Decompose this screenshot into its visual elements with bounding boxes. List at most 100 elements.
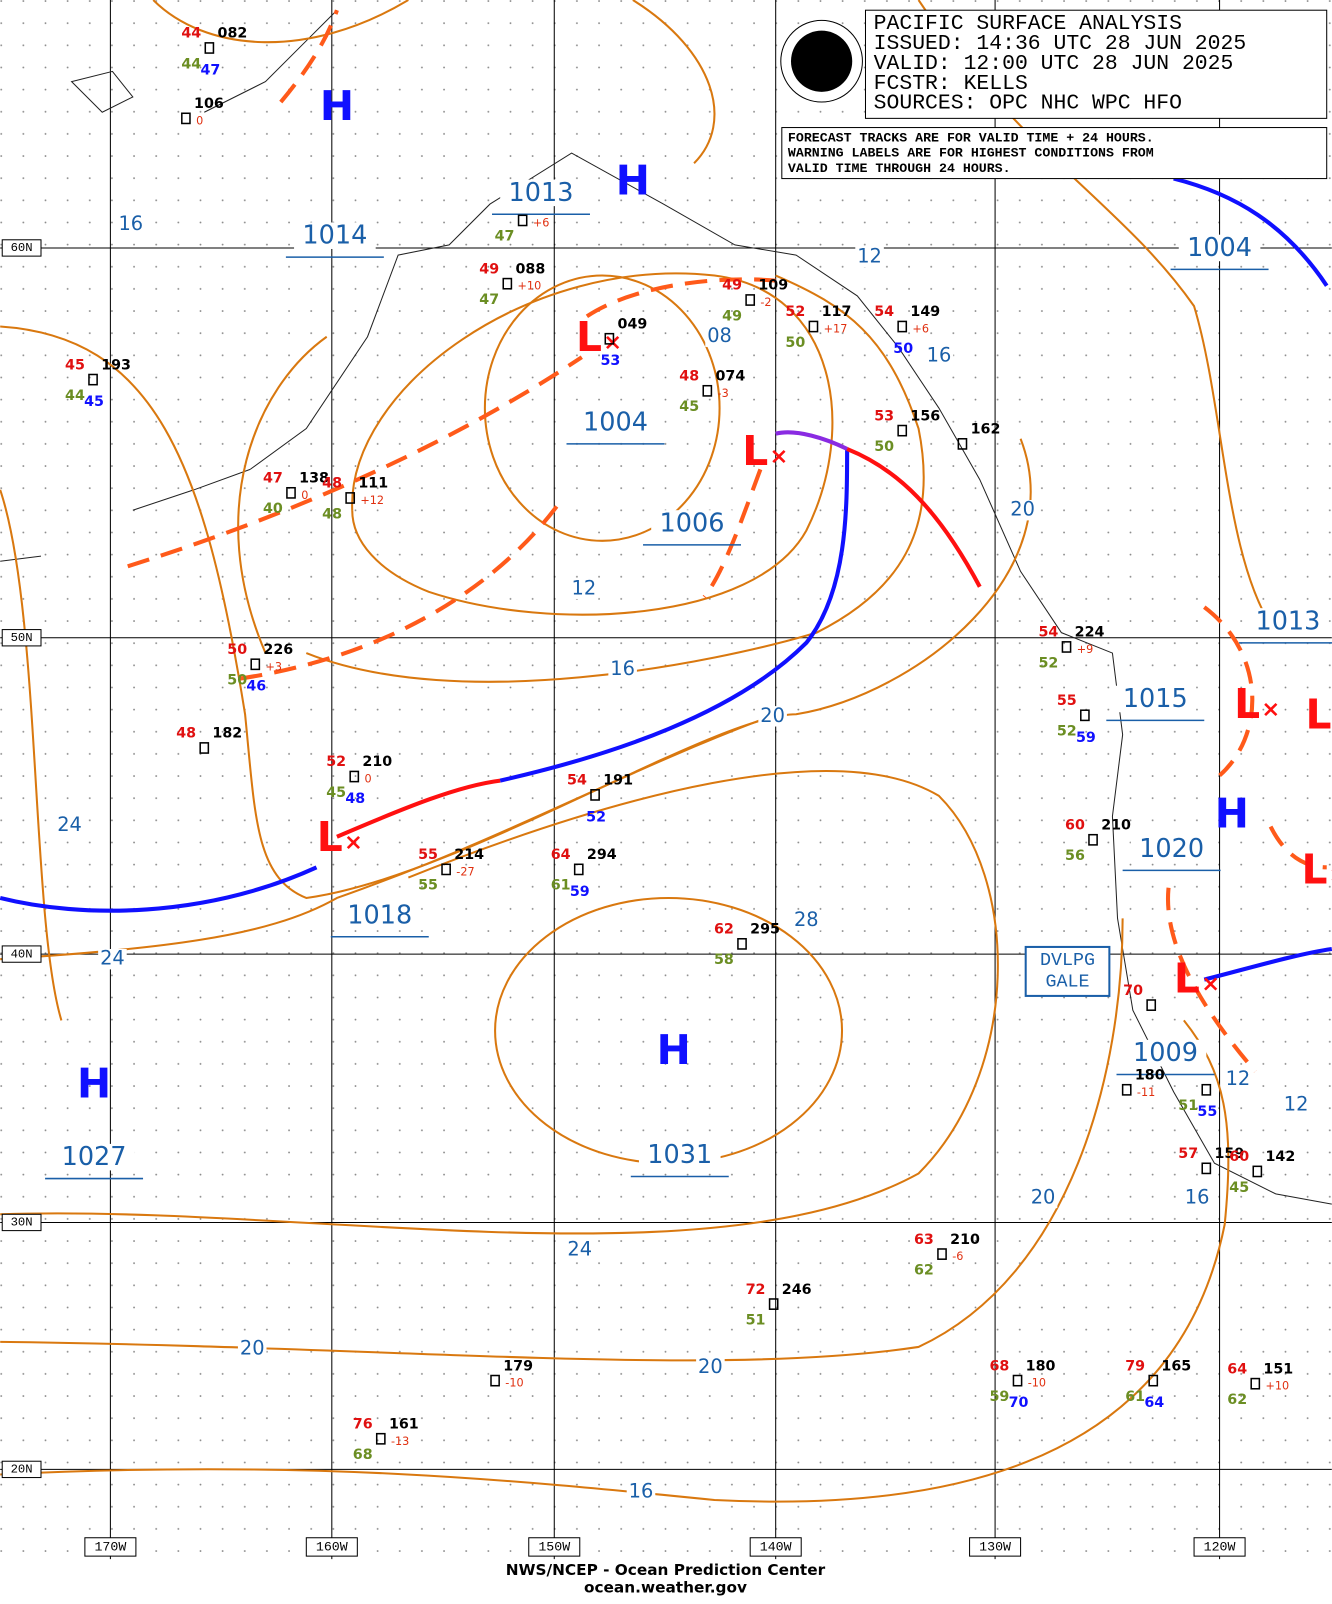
header-line: VALID: 12:00 UTC 28 JUN 2025 (874, 52, 1234, 76)
station-pressure: 179 (503, 1358, 533, 1374)
note-box (781, 127, 1328, 180)
station-dew: 68 (353, 1447, 373, 1463)
station-marker (897, 320, 908, 333)
isobar-label: 16 (1185, 1185, 1210, 1208)
station-marker (250, 658, 261, 671)
footer-title: NWS/NCEP - Ocean Prediction Center (506, 1561, 826, 1579)
isobar-label-bg (98, 948, 127, 970)
coastlines (0, 9, 1332, 1205)
pressure-label: 1013 (509, 178, 574, 208)
isobar-label-bg (55, 815, 84, 836)
station-dew: 59 (990, 1389, 1010, 1405)
fronts (0, 176, 1332, 982)
warning-box (1024, 945, 1111, 997)
station-temp: 48 (679, 369, 699, 385)
station-marker (573, 863, 584, 876)
station-extra: 52 (586, 809, 606, 825)
pressure-label-bg (1124, 1039, 1207, 1067)
pressure-label: 1015 (1123, 684, 1188, 714)
station-dew: 51 (1178, 1098, 1198, 1114)
station-dew: 50 (785, 335, 805, 351)
station-pressure: 210 (950, 1232, 980, 1248)
station-dew: 55 (418, 878, 438, 894)
isobar-label-bg (1008, 500, 1037, 521)
station-temp: 76 (353, 1416, 373, 1432)
station-dew: 47 (495, 229, 515, 245)
station-tendency: -11 (1137, 1086, 1155, 1099)
header-box (864, 9, 1328, 119)
station-tendency: +10 (1265, 1380, 1289, 1393)
isobar-label-bg (705, 326, 734, 347)
station-dew: 56 (1065, 848, 1085, 864)
station-marker (204, 42, 215, 54)
station-temp: 54 (1038, 625, 1058, 641)
station-tendency: -13 (391, 1435, 409, 1448)
station-marker (604, 332, 615, 345)
lon-label: 130W (979, 1539, 1011, 1554)
station-temp: 53 (874, 408, 894, 424)
station-extra: 70 (1009, 1395, 1029, 1411)
station-temp: 79 (1125, 1358, 1145, 1374)
station-temp: 52 (326, 754, 346, 770)
isobar-label-bg (116, 214, 146, 235)
station-marker (345, 492, 356, 504)
pressure-label: 1004 (1187, 233, 1252, 263)
high-symbol: H (77, 1060, 111, 1108)
lat-label-box (1, 945, 42, 963)
station-tendency: 0 (364, 773, 371, 786)
station-tendency: +3 (265, 660, 282, 673)
header (780, 9, 1328, 997)
station-temp: 62 (714, 922, 734, 938)
station-extra: 59 (570, 884, 590, 900)
station-temp: 55 (418, 847, 438, 863)
lon-label: 150W (538, 1539, 570, 1554)
low-x: × (603, 329, 622, 355)
high-symbol: H (657, 1026, 691, 1074)
station-dew: 44 (65, 388, 85, 404)
dot-grid (0, 0, 1332, 1560)
pressure-label: 1027 (62, 1142, 127, 1172)
lon-label-box (749, 1537, 802, 1557)
station-pressure: 193 (101, 357, 131, 373)
isobar-label-bg (792, 910, 821, 931)
station-marker (490, 1374, 500, 1387)
station-extra: 47 (200, 62, 220, 78)
station-extra: 50 (893, 341, 913, 357)
lat-label-box (1, 629, 42, 647)
pressure-label-bg (638, 1141, 721, 1169)
station-marker (181, 112, 191, 125)
station-extra: 48 (345, 791, 365, 807)
station-marker (1201, 1083, 1212, 1096)
isobar-label: 20 (698, 1355, 723, 1378)
station-dew: 47 (479, 292, 499, 308)
station-tendency: -3 (718, 387, 729, 400)
station-dew: 40 (263, 501, 283, 517)
warning-line: DVLPG (1040, 950, 1095, 971)
lon-label: 170W (94, 1539, 126, 1554)
isobar-label: 08 (707, 324, 732, 347)
station-temp: 50 (227, 642, 247, 658)
isobar-label: 16 (927, 344, 952, 367)
station-extra: 46 (246, 679, 266, 695)
lon-label: 140W (760, 1539, 792, 1554)
lat-label: 30N (11, 1216, 33, 1230)
station-temp: 54 (874, 304, 894, 320)
lat-label-box (1, 1213, 42, 1232)
station-tendency: +12 (360, 494, 384, 507)
header-line: ISSUED: 14:36 UTC 28 JUN 2025 (874, 32, 1247, 56)
station-dew: 62 (914, 1262, 934, 1278)
station-temp: 63 (914, 1232, 934, 1248)
high-symbol: H (1215, 789, 1249, 837)
station-pressure: 214 (454, 847, 484, 863)
station-temp: 49 (722, 278, 742, 294)
station-temp: 45 (65, 357, 85, 373)
station-marker (1201, 1162, 1212, 1175)
isobar-label-bg (1281, 1094, 1311, 1116)
lon-label-box (84, 1537, 137, 1557)
station-tendency: +17 (824, 323, 848, 336)
station-pressure: 165 (1161, 1358, 1191, 1374)
low-x: × (1201, 971, 1220, 997)
isobar-label: 20 (1010, 498, 1035, 521)
station-tendency: +10 (518, 280, 542, 293)
station-marker (808, 320, 819, 333)
